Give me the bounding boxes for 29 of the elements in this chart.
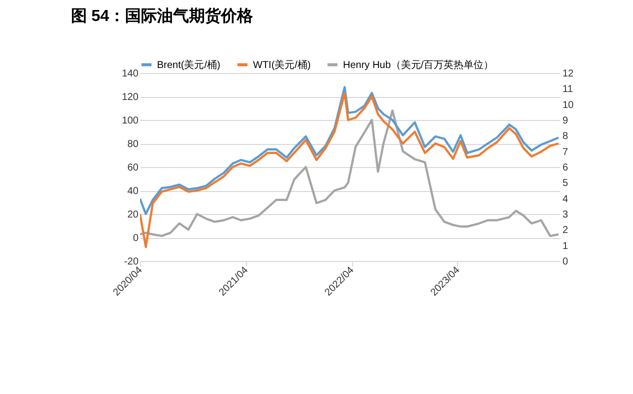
y-tick-label: 40 [127,186,139,197]
y2-tick-label: 0 [562,256,568,268]
y-tick-label: 20 [127,210,139,220]
y-tick-label: 100 [122,116,139,126]
legend-label: WTI(美元/桶) [253,58,311,71]
y-tick-label: 140 [122,68,139,80]
y2-tick-label: 3 [562,210,568,220]
y-tick-label: 120 [122,92,139,103]
y2-tick-label: 5 [562,178,568,190]
line-series [140,86,560,216]
y2-tick-label: 4 [562,194,568,205]
y-tick-label: -20 [124,256,139,268]
y2-tick-label: 9 [562,116,568,126]
line-series [140,92,560,248]
y-tick-label: 0 [132,233,139,244]
y-tick-label: 80 [127,139,139,150]
y2-tick-label: 8 [562,131,568,142]
y2-tick-label: 10 [562,100,574,111]
chart-title: 图 54：国际油气期货价格 [70,7,254,25]
y2-tick-label: 11 [562,84,574,96]
y2-tick-label: 1 [562,240,568,252]
y-tick-label: 60 [127,162,139,174]
legend-label: Brent(美元/桶) [157,58,220,71]
line-series [140,110,560,238]
y2-tick-label: 12 [562,68,574,80]
y2-tick-label: 2 [562,225,568,236]
y2-tick-label: 7 [562,146,568,158]
legend-label: Henry Hub（美元/百万英热单位） [343,58,494,71]
y2-tick-label: 6 [562,162,568,174]
